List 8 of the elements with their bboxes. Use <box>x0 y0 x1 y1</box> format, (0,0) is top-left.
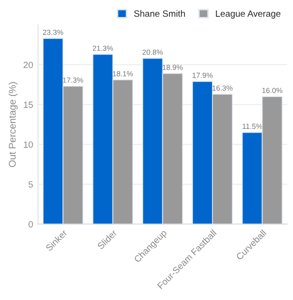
legend-label: Shane Smith <box>134 10 185 17</box>
y-tick-label: 10 <box>24 141 33 148</box>
y-tick-label: 15 <box>24 102 33 108</box>
y-tick-label: 5 <box>28 181 33 188</box>
y-tick-label: 20 <box>24 62 33 68</box>
y-tick-label: 0 <box>28 221 33 228</box>
legend-label: League Average <box>216 10 280 19</box>
y-axis-title: Out Percentage (%) <box>8 82 18 167</box>
